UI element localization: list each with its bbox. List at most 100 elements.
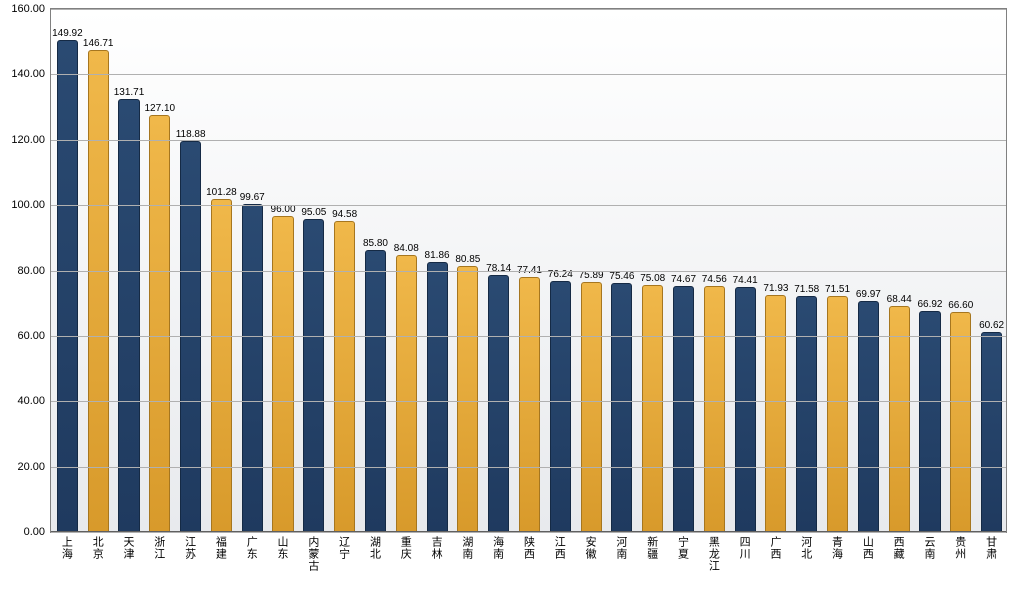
bar: 66.92	[919, 311, 940, 532]
ytick-label: 120.00	[11, 134, 45, 146]
bar: 75.46	[611, 283, 632, 532]
xtick-label: 上海	[58, 536, 74, 560]
value-label: 146.71	[83, 38, 114, 49]
value-label: 101.28	[206, 187, 237, 198]
bar: 60.62	[981, 332, 1002, 532]
xtick-label: 四川	[736, 536, 752, 560]
gridline	[51, 401, 1006, 402]
value-label: 94.58	[332, 209, 357, 220]
value-label: 74.67	[671, 274, 696, 285]
xtick-label: 青海	[829, 536, 845, 560]
value-label: 74.41	[733, 275, 758, 286]
bar: 95.05	[303, 219, 324, 532]
value-label: 68.44	[887, 294, 912, 305]
ytick-label: 160.00	[11, 3, 45, 15]
xtick-label: 江苏	[182, 536, 198, 560]
xtick-label: 贵州	[952, 536, 968, 560]
bar: 66.60	[950, 312, 971, 532]
gridline	[51, 9, 1006, 10]
value-label: 74.56	[702, 274, 727, 285]
bar: 77.41	[519, 277, 540, 532]
bar: 71.51	[827, 296, 848, 532]
xtick-label: 辽宁	[336, 536, 352, 560]
xtick-label: 新疆	[644, 536, 660, 560]
xtick-label: 北京	[89, 536, 105, 560]
bar: 78.14	[488, 275, 509, 532]
bar: 74.56	[704, 286, 725, 532]
xtick-label: 广东	[243, 536, 259, 560]
xtick-label: 山东	[274, 536, 290, 560]
xtick-label: 浙江	[151, 536, 167, 560]
ytick-label: 60.00	[17, 330, 45, 342]
xtick-label: 安徽	[582, 536, 598, 560]
value-label: 95.05	[301, 207, 326, 218]
ytick-label: 80.00	[17, 265, 45, 277]
bar: 99.67	[242, 204, 263, 532]
bar: 96.00	[272, 216, 293, 532]
value-label: 60.62	[979, 320, 1004, 331]
value-label: 99.67	[240, 192, 265, 203]
xtick-label: 福建	[212, 536, 228, 560]
xtick-label: 黑龙江	[705, 536, 721, 572]
ytick-label: 100.00	[11, 199, 45, 211]
xtick-label: 重庆	[397, 536, 413, 560]
bar: 75.89	[581, 282, 602, 532]
xtick-label: 云南	[921, 536, 937, 560]
xtick-label: 山西	[859, 536, 875, 560]
gridline	[51, 271, 1006, 272]
xtick-label: 甘肃	[983, 536, 999, 560]
value-label: 69.97	[856, 289, 881, 300]
gridline	[51, 336, 1006, 337]
value-label: 131.71	[114, 87, 145, 98]
bar: 71.93	[765, 295, 786, 532]
value-label: 71.51	[825, 284, 850, 295]
bar: 80.85	[457, 266, 478, 532]
bar: 127.10	[149, 115, 170, 532]
xtick-label: 广西	[767, 536, 783, 560]
bar: 74.67	[673, 286, 694, 532]
xtick-label: 湖南	[459, 536, 475, 560]
xtick-label: 湖北	[366, 536, 382, 560]
value-label: 127.10	[145, 103, 176, 114]
xtick-label: 陕西	[520, 536, 536, 560]
bar: 85.80	[365, 250, 386, 532]
bar: 81.86	[427, 262, 448, 532]
xtick-label: 内蒙古	[305, 536, 321, 572]
ytick-label: 40.00	[17, 395, 45, 407]
value-label: 66.92	[917, 299, 942, 310]
bar: 84.08	[396, 255, 417, 532]
xtick-label: 河南	[613, 536, 629, 560]
gridline	[51, 532, 1006, 533]
bar-chart: 149.92上海146.71北京131.71天津127.10浙江118.88江苏…	[0, 0, 1015, 593]
bar: 101.28	[211, 199, 232, 532]
xtick-label: 吉林	[428, 536, 444, 560]
xtick-label: 天津	[120, 536, 136, 560]
bar: 146.71	[88, 50, 109, 532]
gridline	[51, 140, 1006, 141]
ytick-label: 140.00	[11, 68, 45, 80]
value-label: 75.89	[579, 270, 604, 281]
xtick-label: 海南	[490, 536, 506, 560]
value-label: 85.80	[363, 238, 388, 249]
bar: 71.58	[796, 296, 817, 532]
gridline	[51, 205, 1006, 206]
bar: 76.24	[550, 281, 571, 532]
bar: 75.08	[642, 285, 663, 532]
bar: 74.41	[735, 287, 756, 532]
gridline	[51, 467, 1006, 468]
plot-area: 149.92上海146.71北京131.71天津127.10浙江118.88江苏…	[50, 8, 1007, 533]
gridline	[51, 74, 1006, 75]
xtick-label: 河北	[798, 536, 814, 560]
value-label: 71.93	[763, 283, 788, 294]
value-label: 71.58	[794, 284, 819, 295]
value-label: 75.46	[609, 271, 634, 282]
value-label: 84.08	[394, 243, 419, 254]
bar: 68.44	[889, 306, 910, 532]
xtick-label: 宁夏	[675, 536, 691, 560]
value-label: 78.14	[486, 263, 511, 274]
value-label: 149.92	[52, 28, 83, 39]
value-label: 75.08	[640, 273, 665, 284]
value-label: 66.60	[948, 300, 973, 311]
xtick-label: 江西	[551, 536, 567, 560]
bar: 94.58	[334, 221, 355, 532]
